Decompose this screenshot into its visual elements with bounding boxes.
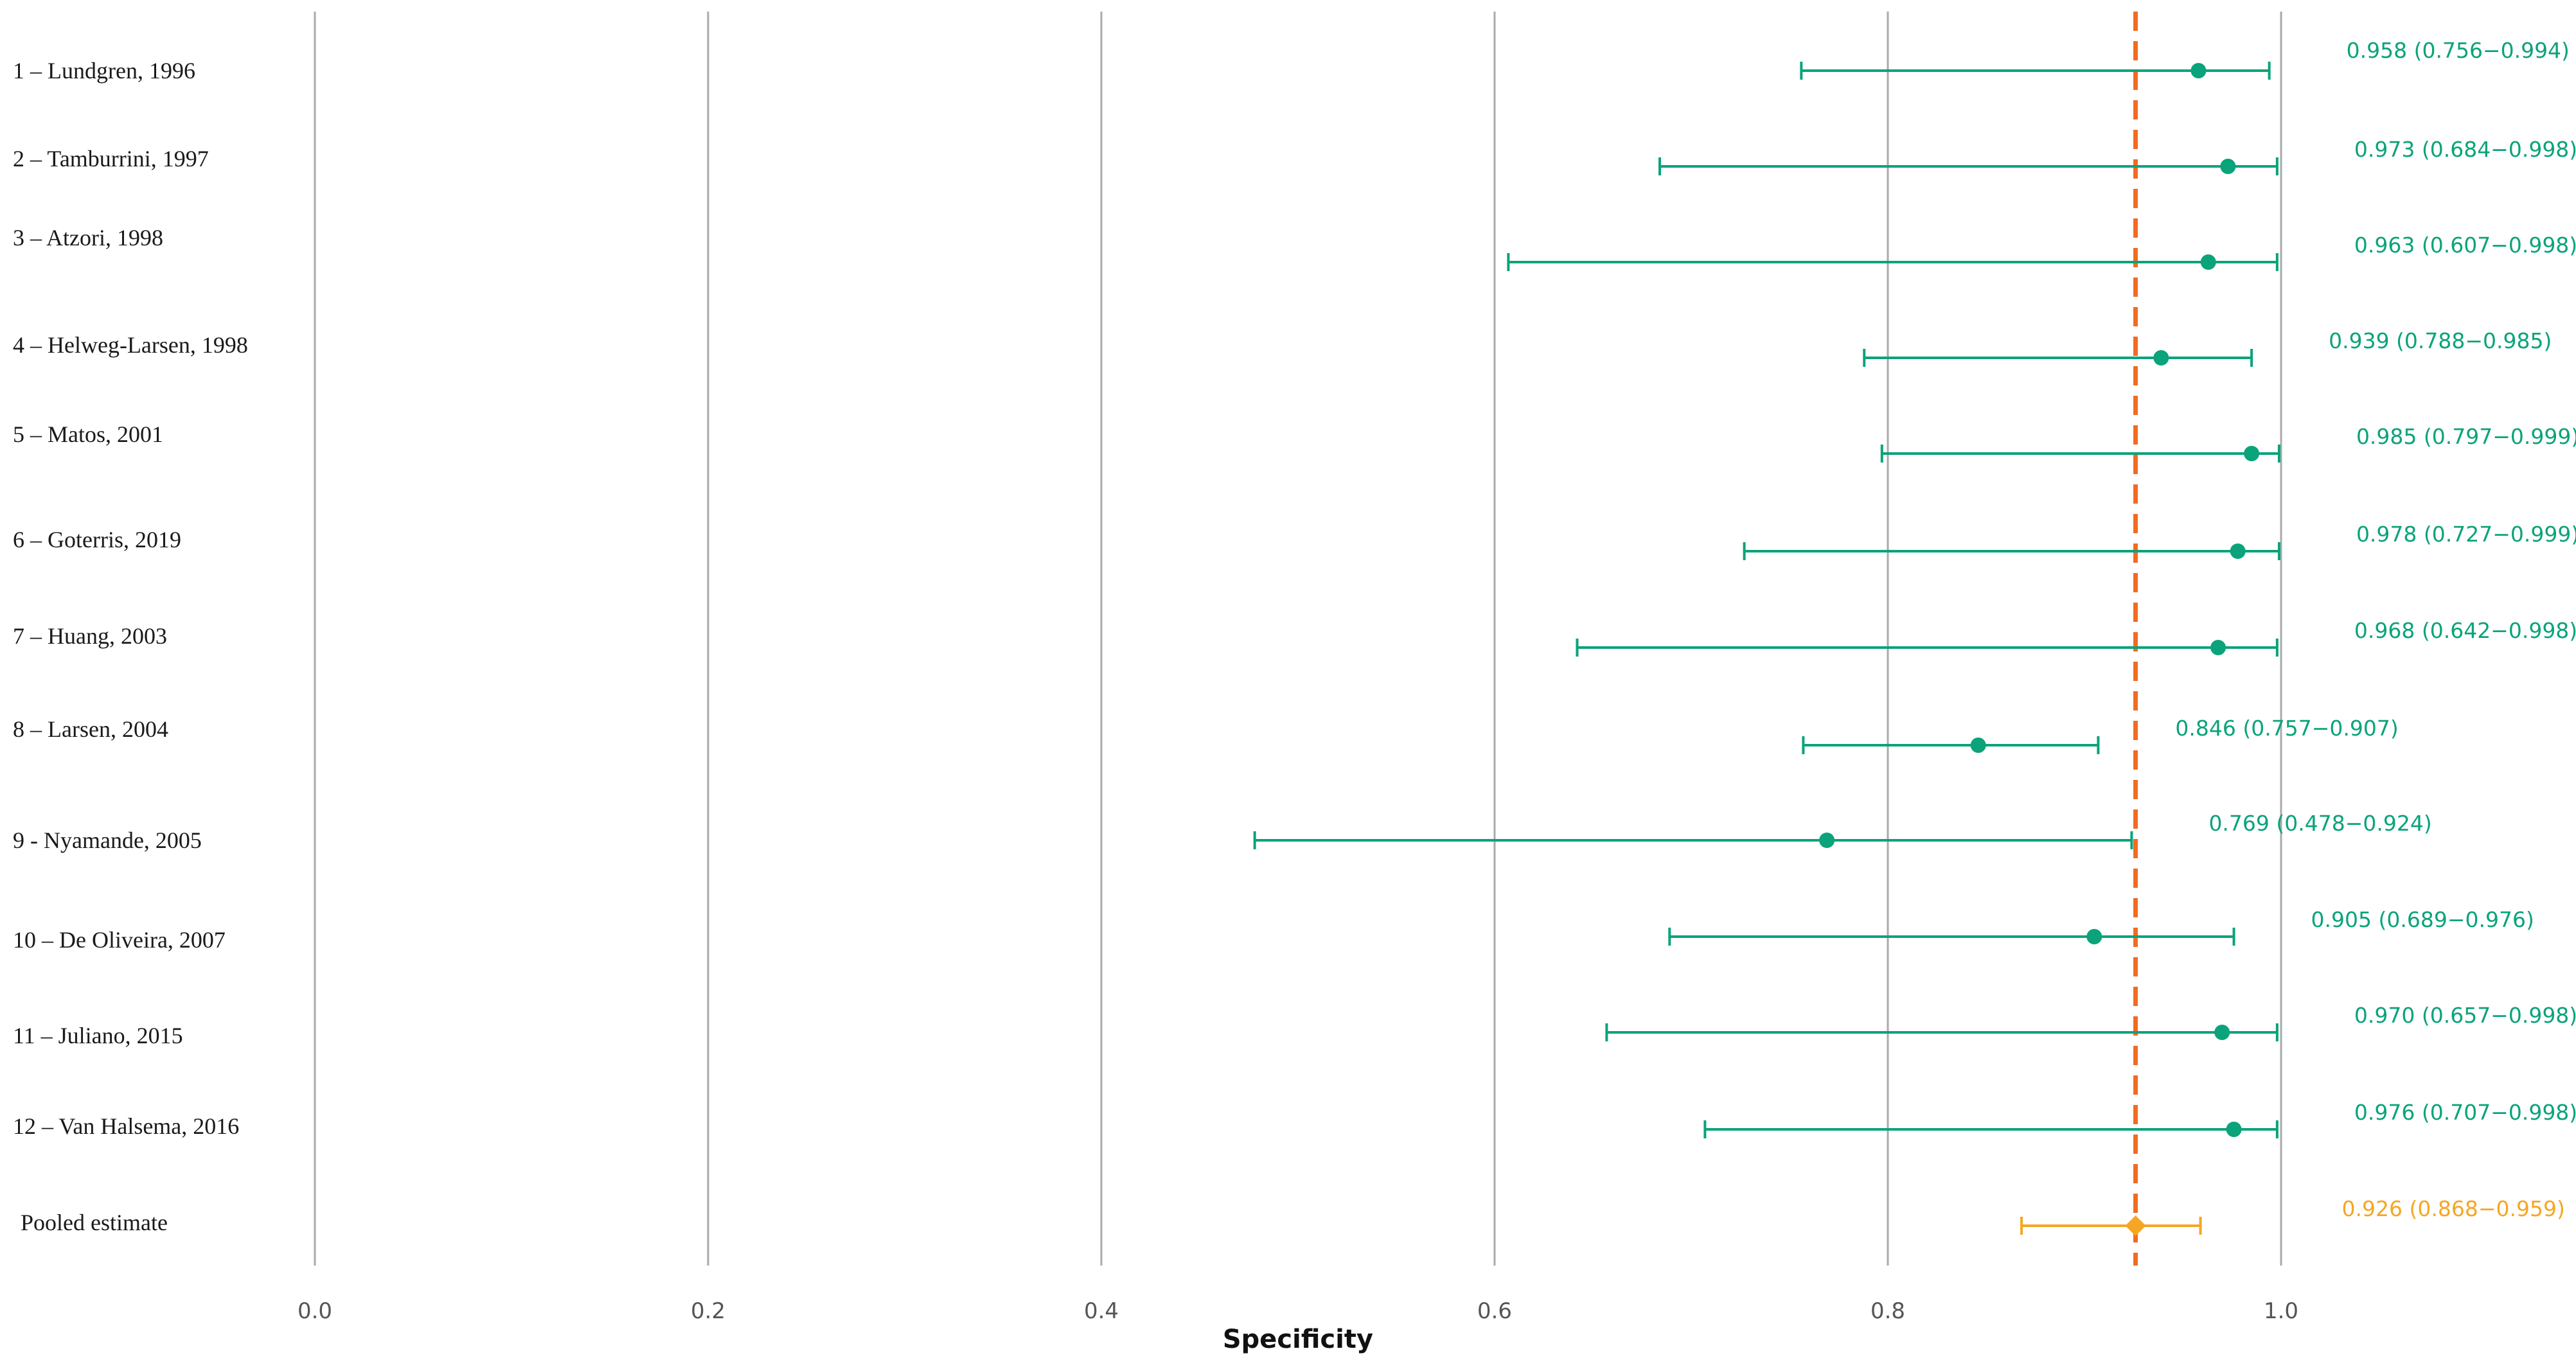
- estimate-value-label: 0.926 (0.868−0.959): [2342, 1196, 2565, 1221]
- study-row: 1 – Lundgren, 1996 0.958 (0.756−0.994): [13, 38, 2570, 84]
- x-axis-ticks: 0.0 0.2 0.4 0.6 0.8 1.0: [298, 1298, 2298, 1324]
- estimate-value-label: 0.846 (0.757−0.907): [2175, 716, 2398, 741]
- grid-lines: [314, 12, 2282, 1266]
- study-row: 4 – Helweg-Larsen, 1998 0.939 (0.788−0.98…: [13, 328, 2552, 367]
- estimate-value-label: 0.970 (0.657−0.998): [2354, 1003, 2576, 1028]
- x-tick-label: 0.8: [1870, 1298, 1905, 1324]
- estimate-value-label: 0.939 (0.788−0.985): [2329, 328, 2552, 353]
- study-rows: 1 – Lundgren, 1996 0.958 (0.756−0.994) 2 –…: [13, 38, 2576, 1236]
- x-tick-label: 1.0: [2264, 1298, 2298, 1324]
- estimate-value-label: 0.985 (0.797−0.999): [2356, 424, 2576, 449]
- study-label: 7 – Huang, 2003: [13, 623, 167, 649]
- study-row: 6 – Goterris, 2019 0.978 (0.727−0.999): [13, 522, 2576, 560]
- study-label: 6 – Goterris, 2019: [13, 527, 181, 552]
- estimate-value-label: 0.976 (0.707−0.998): [2354, 1100, 2576, 1125]
- x-axis-title: Specificity: [1223, 1325, 1373, 1354]
- study-label: 10 – De Oliveira, 2007: [13, 927, 226, 953]
- study-row: 12 – Van Halsema, 2016 0.976 (0.707−0.998…: [13, 1100, 2576, 1139]
- study-label: 11 – Juliano, 2015: [13, 1023, 183, 1048]
- study-row: 10 – De Oliveira, 2007 0.905 (0.689−0.976…: [13, 907, 2534, 953]
- estimate-point: [2226, 1122, 2242, 1137]
- estimate-value-label: 0.958 (0.756−0.994): [2347, 38, 2570, 63]
- x-tick-label: 0.2: [691, 1298, 725, 1324]
- x-tick-label: 0.6: [1477, 1298, 1512, 1324]
- estimate-point: [2190, 63, 2207, 78]
- estimate-point: [2214, 1025, 2230, 1040]
- study-label: Pooled estimate: [21, 1210, 168, 1235]
- study-row: 3 – Atzori, 1998 0.963 (0.607−0.998): [13, 225, 2576, 271]
- study-row: 5 – Matos, 2001 0.985 (0.797−0.999): [13, 421, 2576, 463]
- estimate-point: [2153, 350, 2169, 366]
- estimate-point: [2244, 446, 2260, 461]
- study-label: 2 – Tamburrini, 1997: [13, 146, 209, 172]
- estimate-value-label: 0.968 (0.642−0.998): [2354, 618, 2576, 643]
- estimate-point: [2230, 543, 2246, 559]
- pooled-estimate-diamond: [2125, 1215, 2146, 1236]
- estimate-point: [1970, 737, 1986, 753]
- study-label: 3 – Atzori, 1998: [13, 225, 163, 251]
- estimate-point: [2220, 159, 2236, 174]
- study-label: 12 – Van Halsema, 2016: [13, 1113, 239, 1139]
- estimate-point: [1819, 833, 1835, 848]
- study-label: 4 – Helweg-Larsen, 1998: [13, 332, 248, 358]
- estimate-value-label: 0.769 (0.478−0.924): [2208, 811, 2431, 836]
- estimate-value-label: 0.905 (0.689−0.976): [2311, 907, 2534, 932]
- study-row: 9 - Nyamande, 2005 0.769 (0.478−0.924): [13, 811, 2432, 853]
- study-label: 8 – Larsen, 2004: [13, 716, 168, 742]
- study-label: 9 - Nyamande, 2005: [13, 827, 202, 853]
- estimate-point: [2200, 254, 2216, 270]
- study-row: 2 – Tamburrini, 1997 0.973 (0.684−0.998): [13, 137, 2576, 175]
- estimate-value-label: 0.978 (0.727−0.999): [2356, 522, 2576, 547]
- x-tick-label: 0.4: [1084, 1298, 1119, 1324]
- estimate-point: [2210, 640, 2226, 655]
- study-row: 11 – Juliano, 2015 0.970 (0.657−0.998): [13, 1003, 2576, 1048]
- study-label: 5 – Matos, 2001: [13, 421, 163, 447]
- pooled-row: Pooled estimate 0.926 (0.868−0.959): [21, 1196, 2565, 1236]
- estimate-value-label: 0.973 (0.684−0.998): [2354, 137, 2576, 162]
- study-row: 8 – Larsen, 2004 0.846 (0.757−0.907): [13, 716, 2399, 754]
- study-label: 1 – Lundgren, 1996: [13, 58, 195, 84]
- x-tick-label: 0.0: [298, 1298, 332, 1324]
- estimate-point: [2086, 929, 2102, 944]
- study-row: 7 – Huang, 2003 0.968 (0.642−0.998): [13, 618, 2576, 657]
- estimate-value-label: 0.963 (0.607−0.998): [2354, 233, 2576, 258]
